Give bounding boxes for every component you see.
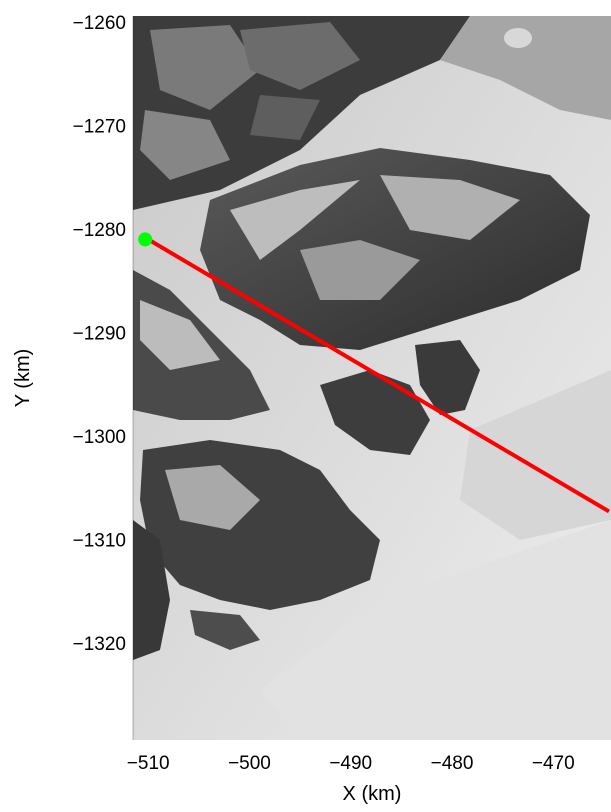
y-axis-label: Y (km) [12,349,34,408]
x-tick-label: −470 [532,753,575,774]
y-tick-label: −1290 [73,323,126,344]
x-tick-label: −500 [228,753,271,774]
y-tick-label: −1310 [73,530,126,551]
satellite-image [133,16,611,740]
y-tick-label: −1300 [73,427,126,448]
overlay-layer [138,232,610,514]
x-axis-ticks: −510 −500 −490 −480 −470 [127,753,575,774]
y-tick-label: −1320 [73,634,126,655]
x-tick-label: −490 [329,753,372,774]
y-tick-label: −1270 [73,117,126,138]
x-tick-label: −480 [431,753,474,774]
y-axis-ticks: −1260 −1270 −1280 −1290 −1300 −1310 −1320 [73,13,126,655]
x-axis-label: X (km) [343,783,402,805]
y-tick-label: −1260 [73,13,126,34]
start-point-marker [138,232,153,247]
profile-line [147,237,610,514]
y-tick-label: −1280 [73,220,126,241]
x-tick-label: −510 [127,753,170,774]
